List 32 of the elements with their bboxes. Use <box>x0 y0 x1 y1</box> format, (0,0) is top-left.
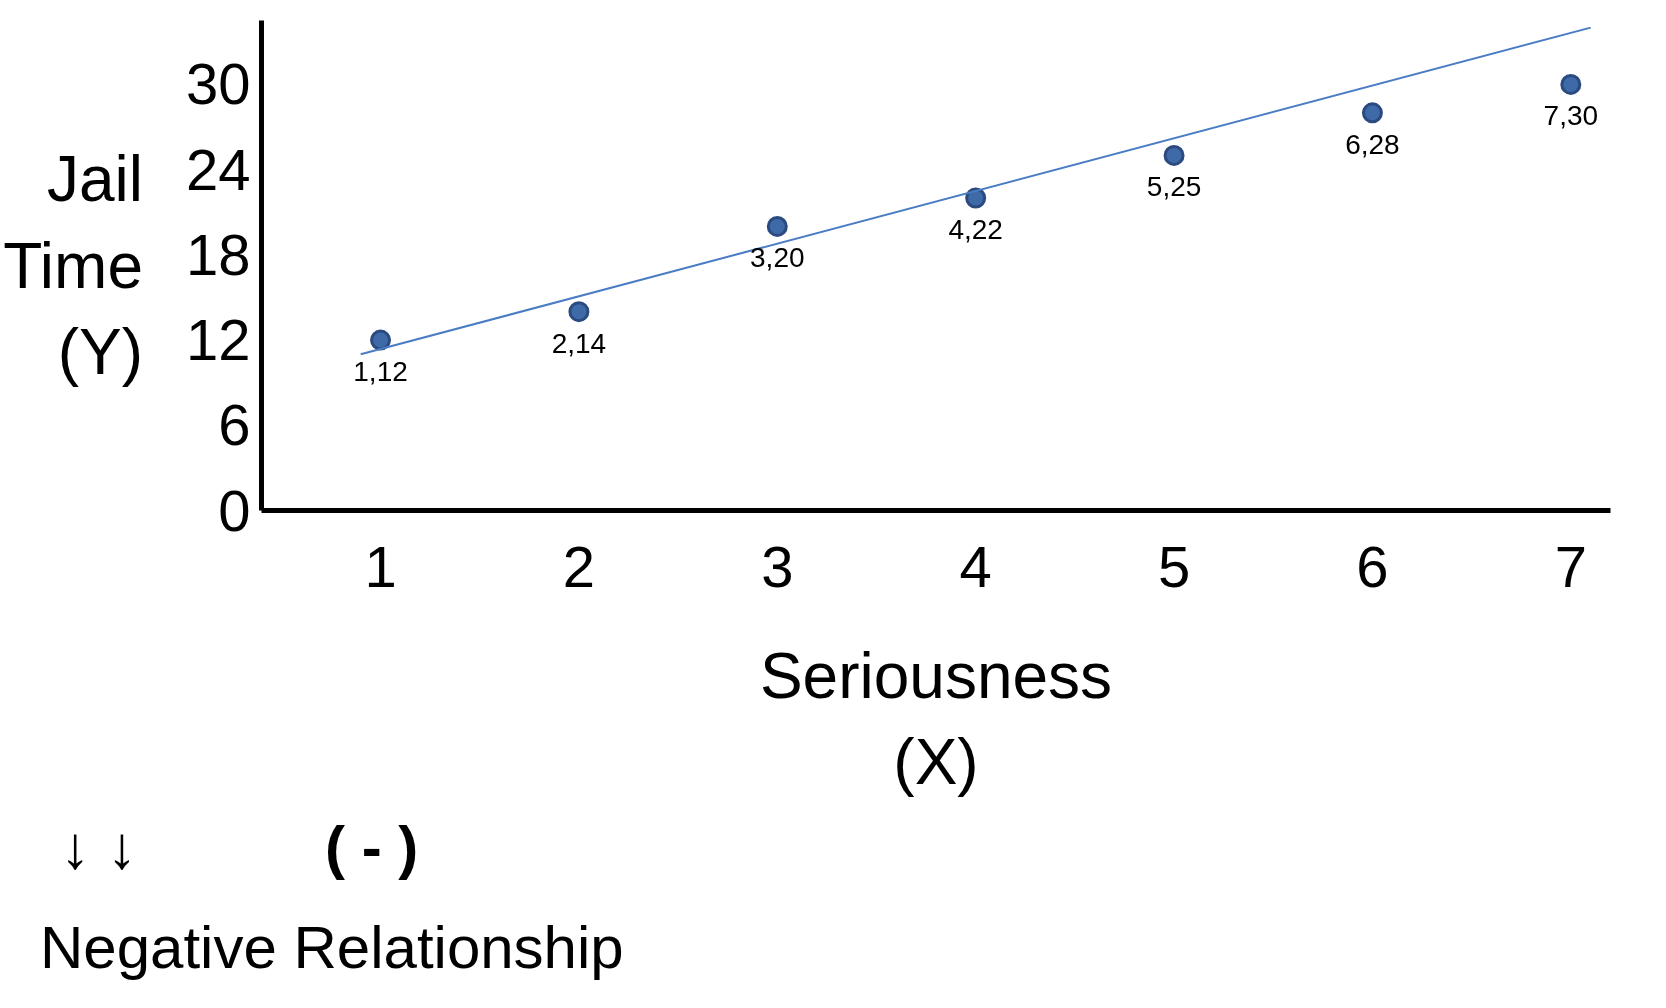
x-tick-label: 1 <box>364 533 397 599</box>
point <box>766 215 788 237</box>
annotation: 1,12 <box>353 356 408 388</box>
point <box>1361 102 1383 124</box>
y-axis-title: Jail Time (Y) <box>3 143 143 388</box>
point <box>965 187 987 209</box>
x-axis-title: Seriousness (X) <box>759 639 1113 798</box>
y-tick-label: 0 <box>218 477 251 543</box>
text: ( - ) <box>325 813 419 883</box>
x-tick-label: 3 <box>761 533 794 599</box>
annotation: 4,22 <box>948 214 1003 246</box>
y-tick-label: 18 <box>185 221 251 287</box>
y-tick-label: 6 <box>218 392 251 458</box>
y-tick-label: 24 <box>185 136 251 202</box>
x-tick-label: 5 <box>1157 533 1191 599</box>
x-tick-label: 2 <box>562 533 596 599</box>
point <box>1560 73 1582 95</box>
x-tick-label: 4 <box>959 533 992 599</box>
point <box>370 329 392 351</box>
y-tick-label: 30 <box>185 51 251 117</box>
text: ↓ ↓ <box>60 813 137 883</box>
point <box>1163 144 1185 166</box>
annotation: 2,14 <box>551 327 607 359</box>
text: Negative Relationship <box>40 913 624 983</box>
x-tick-label: 7 <box>1554 533 1587 599</box>
x-tick-label: 6 <box>1356 533 1389 599</box>
annotation: 6,28 <box>1345 128 1400 160</box>
point <box>568 301 590 323</box>
annotation: 7,30 <box>1543 100 1599 132</box>
y-tick-label: 12 <box>185 307 251 373</box>
annotation: 5,25 <box>1146 171 1202 203</box>
annotation: 3,20 <box>750 242 805 274</box>
